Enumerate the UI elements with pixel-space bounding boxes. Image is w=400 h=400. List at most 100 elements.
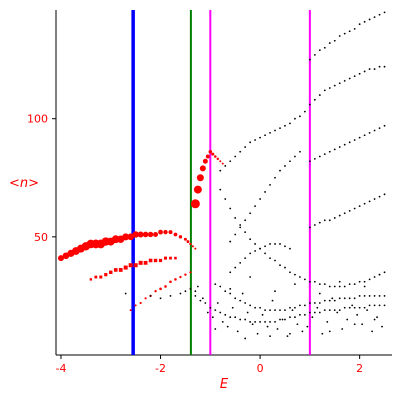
data-point	[269, 131, 271, 134]
x-tick-label: 0	[257, 362, 264, 375]
data-point	[259, 247, 261, 250]
data-point	[137, 231, 144, 238]
data-point	[144, 297, 147, 300]
series-3	[190, 149, 224, 209]
data-point	[184, 273, 187, 276]
data-point	[294, 155, 296, 158]
data-point	[159, 297, 162, 300]
data-point	[366, 309, 369, 312]
data-point	[279, 243, 281, 245]
data-point	[378, 127, 381, 130]
data-point	[323, 219, 326, 222]
data-point	[356, 313, 359, 316]
data-point	[264, 252, 266, 255]
data-point	[254, 243, 257, 245]
data-point	[321, 332, 324, 335]
data-point	[361, 323, 364, 326]
data-point	[132, 231, 139, 238]
data-point	[303, 110, 306, 113]
data-point	[343, 79, 346, 82]
data-point	[333, 299, 336, 302]
data-point	[216, 157, 219, 161]
data-point	[153, 231, 159, 237]
data-point	[318, 292, 321, 295]
data-point	[338, 214, 341, 217]
data-point	[284, 124, 286, 127]
data-point	[129, 309, 132, 312]
data-point	[279, 127, 281, 130]
data-point	[214, 283, 217, 286]
data-point	[189, 271, 192, 274]
data-point	[219, 160, 222, 163]
data-point	[244, 318, 247, 321]
data-point	[239, 261, 242, 264]
data-point	[279, 318, 281, 321]
data-point	[264, 134, 266, 137]
data-point	[358, 306, 361, 309]
data-point	[284, 245, 286, 248]
data-point	[244, 337, 247, 340]
data-point	[244, 257, 247, 260]
data-point	[303, 278, 306, 281]
data-point	[274, 176, 276, 179]
data-point	[224, 198, 227, 200]
data-point	[184, 290, 187, 293]
data-point	[289, 247, 291, 250]
data-point	[259, 321, 261, 323]
data-point	[299, 150, 301, 153]
data-point	[326, 321, 329, 323]
data-point	[143, 260, 148, 265]
data-point	[383, 11, 386, 14]
data-point	[264, 245, 266, 248]
y-tick-label: 100	[27, 113, 48, 126]
data-point	[303, 313, 306, 316]
data-point	[373, 129, 376, 132]
data-point	[224, 290, 227, 293]
data-point	[358, 23, 361, 26]
data-point	[174, 256, 177, 260]
data-point	[343, 297, 346, 300]
data-point	[318, 155, 321, 158]
data-point	[323, 299, 326, 302]
data-point	[313, 224, 316, 226]
data-point	[328, 285, 331, 288]
data-point	[383, 124, 386, 127]
data-point	[294, 283, 296, 286]
data-point	[353, 75, 356, 78]
data-point	[234, 217, 237, 219]
data-point	[358, 280, 361, 283]
data-point	[328, 299, 331, 302]
data-point	[378, 273, 381, 276]
data-point	[353, 323, 356, 326]
data-point	[269, 243, 271, 245]
data-point	[299, 313, 301, 316]
data-point	[289, 271, 291, 274]
data-point	[229, 292, 232, 295]
data-point	[104, 273, 108, 277]
data-point	[229, 160, 232, 163]
data-point	[306, 325, 309, 328]
data-point	[286, 335, 289, 337]
data-point	[308, 226, 311, 229]
data-point	[353, 139, 356, 141]
data-point	[289, 306, 291, 309]
data-point	[333, 39, 336, 42]
data-point	[328, 87, 331, 89]
data-point	[373, 295, 376, 297]
data-point	[368, 18, 371, 21]
data-point	[311, 316, 314, 319]
data-point	[202, 158, 208, 164]
data-point	[249, 252, 252, 255]
data-point	[313, 157, 316, 160]
data-point	[179, 275, 182, 279]
data-point	[164, 285, 167, 288]
data-point	[206, 311, 209, 314]
x-tick-label: -4	[55, 362, 66, 375]
data-point	[139, 301, 142, 305]
data-point	[274, 309, 276, 312]
data-point	[353, 297, 356, 300]
data-point	[234, 316, 237, 319]
data-point	[229, 316, 232, 319]
data-point	[368, 68, 371, 70]
data-point	[363, 306, 366, 309]
